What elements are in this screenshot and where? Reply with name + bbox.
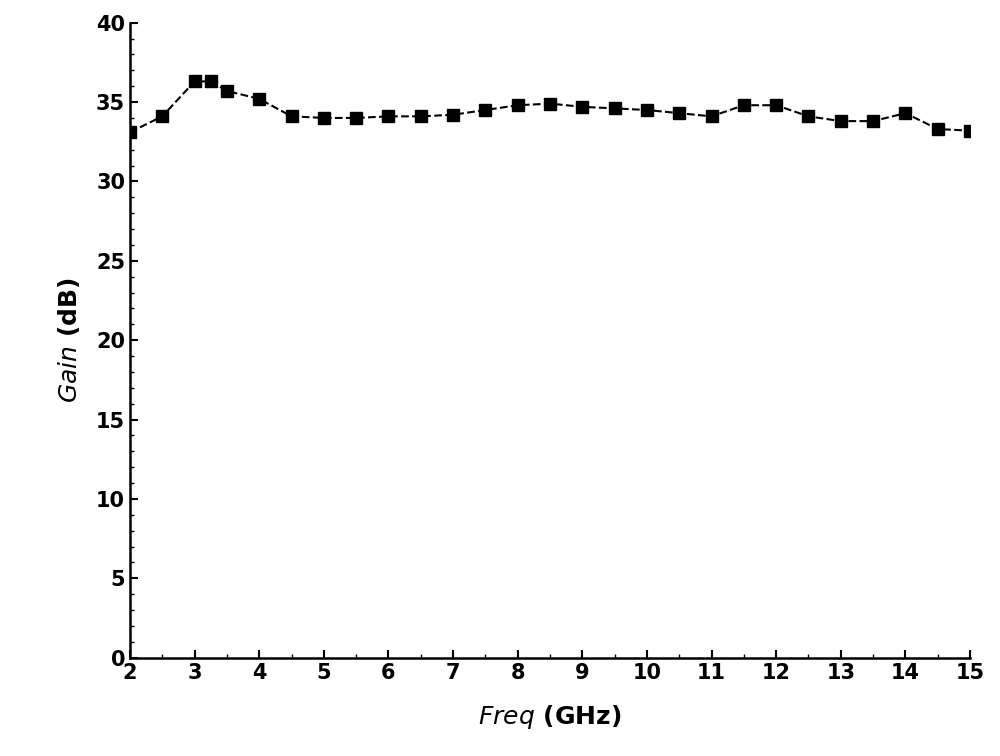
Y-axis label: $\it{Gain}$ (dB): $\it{Gain}$ (dB) [56,277,82,403]
X-axis label: $\it{Freq}$ (GHz): $\it{Freq}$ (GHz) [478,703,622,731]
